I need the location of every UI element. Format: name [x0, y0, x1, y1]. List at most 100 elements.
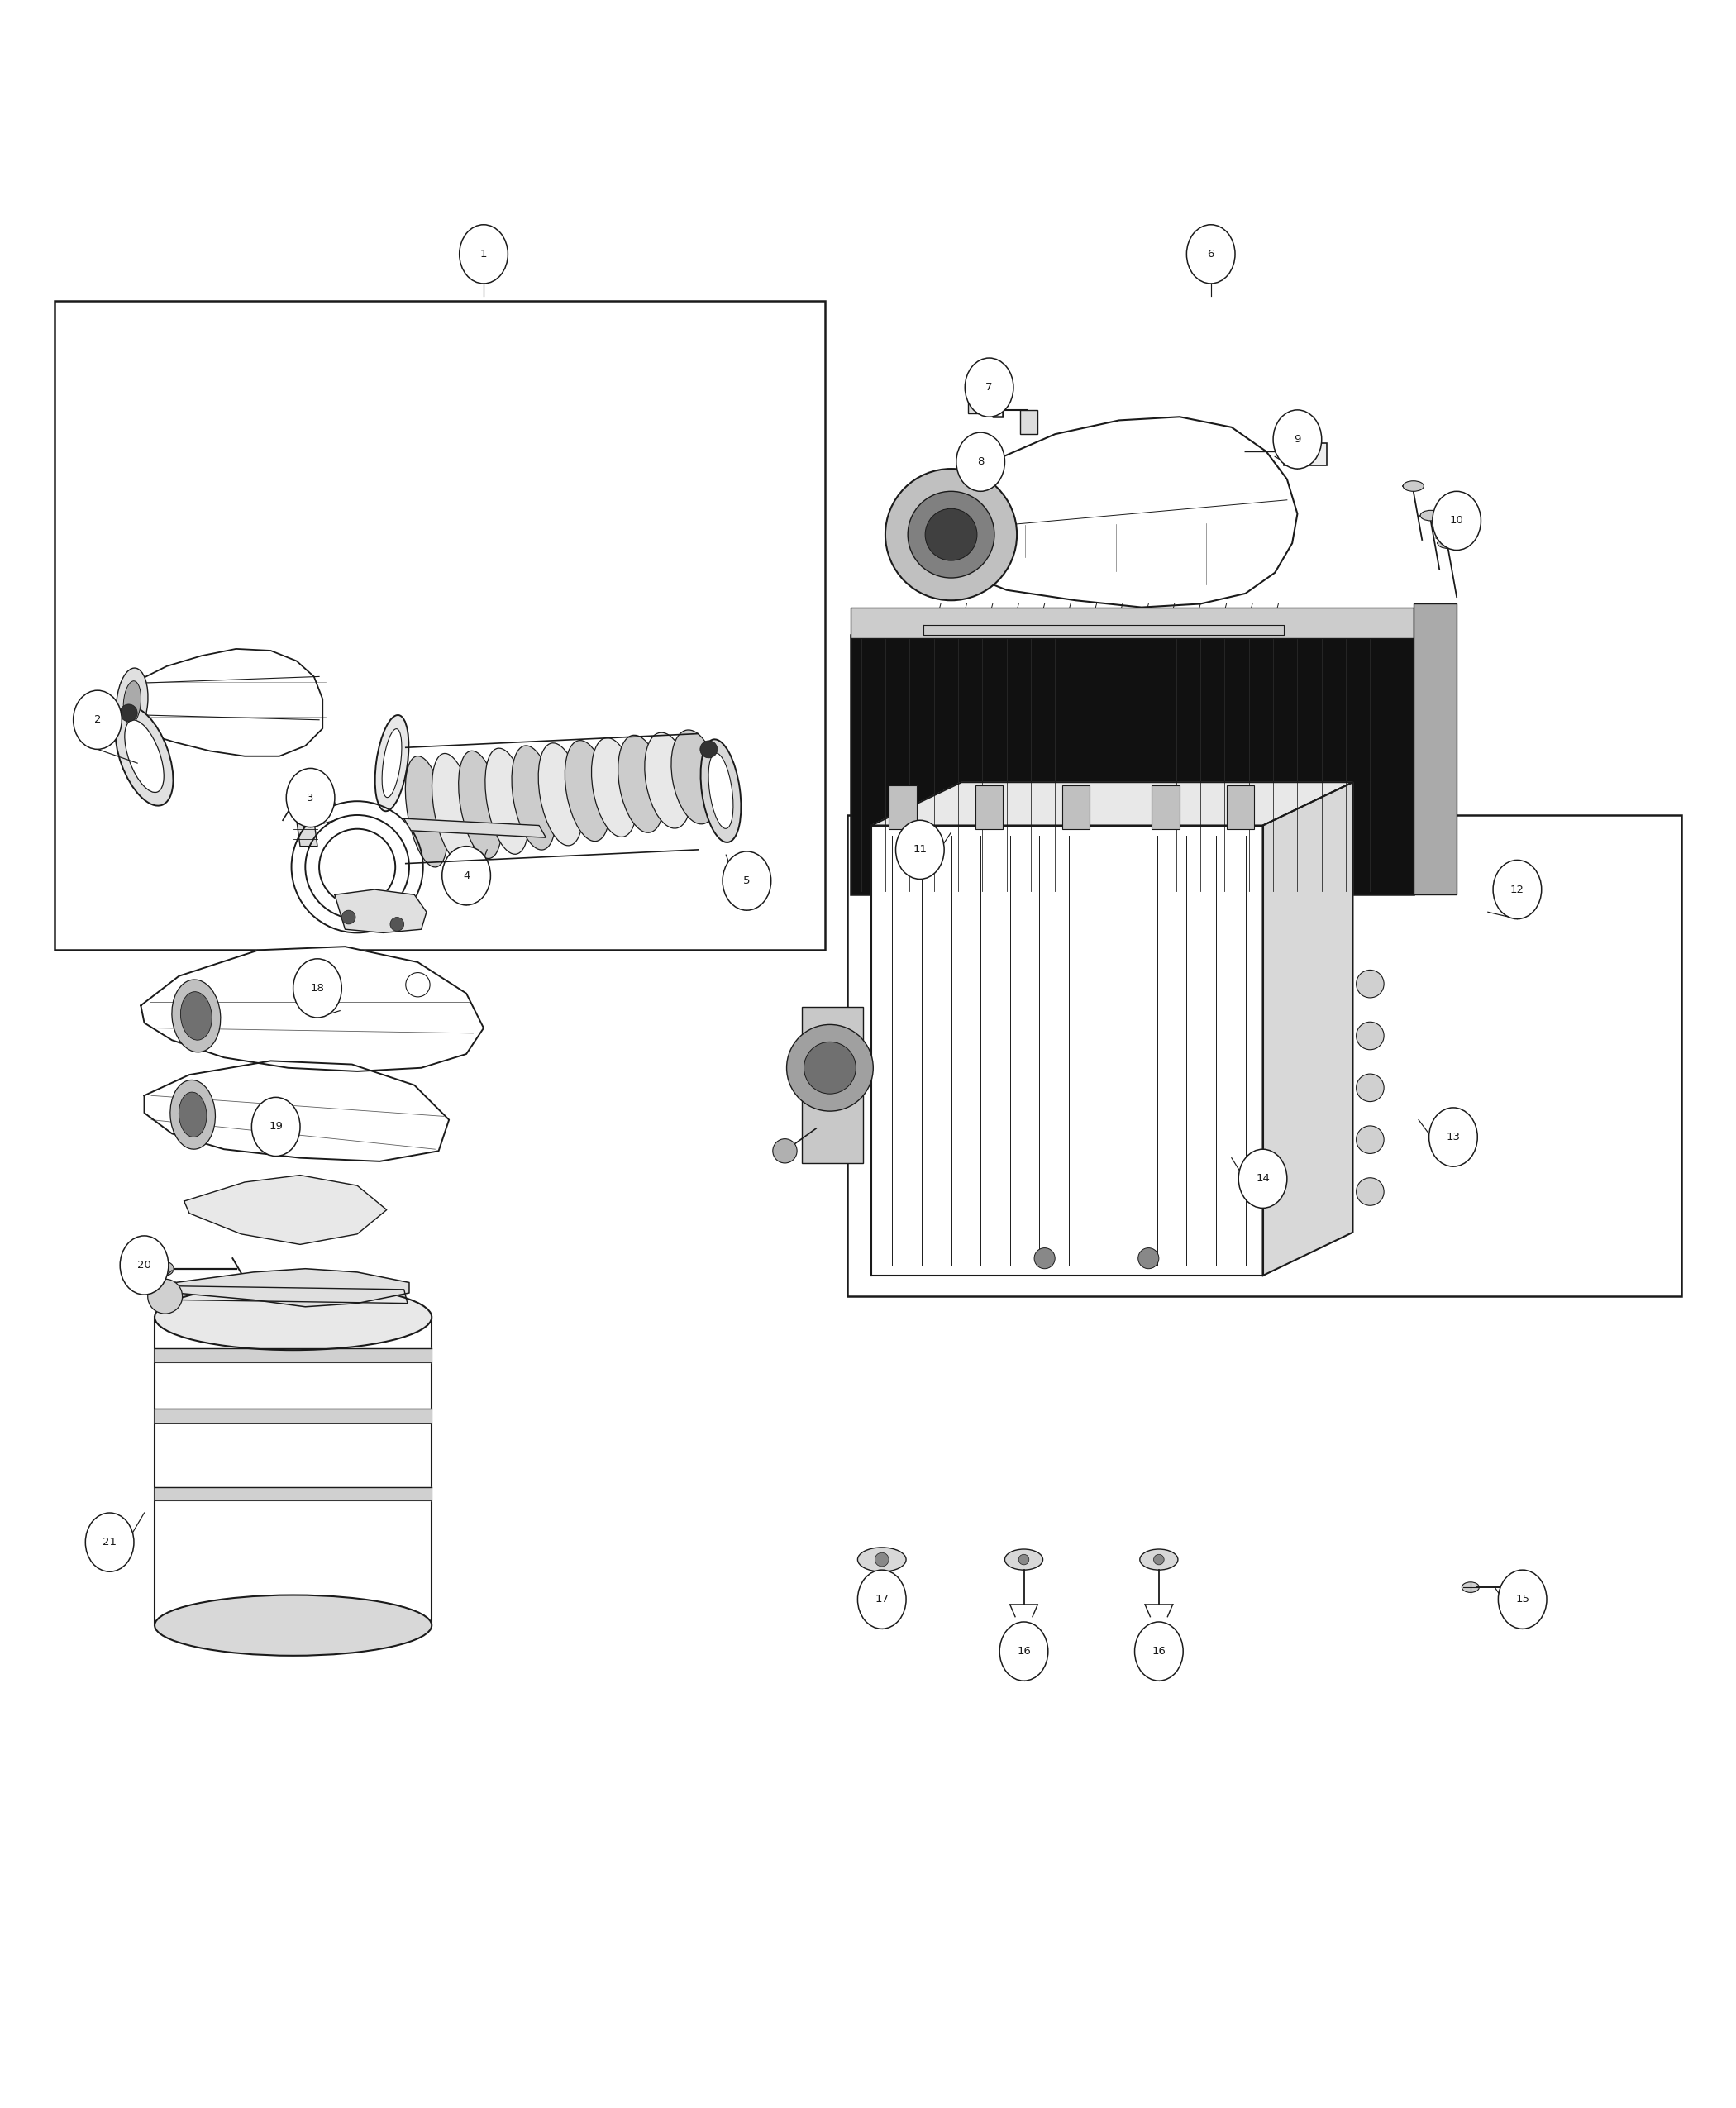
Ellipse shape	[1135, 1621, 1184, 1680]
Circle shape	[1356, 1073, 1384, 1102]
Polygon shape	[155, 1349, 432, 1362]
Text: 17: 17	[875, 1594, 889, 1604]
Ellipse shape	[286, 767, 335, 826]
Ellipse shape	[443, 845, 491, 904]
Circle shape	[1154, 1554, 1165, 1564]
Text: 1: 1	[481, 249, 488, 259]
Ellipse shape	[155, 1284, 432, 1349]
Ellipse shape	[293, 959, 342, 1018]
FancyBboxPatch shape	[1283, 443, 1326, 466]
Ellipse shape	[1493, 860, 1542, 919]
Text: 21: 21	[102, 1537, 116, 1547]
Ellipse shape	[116, 668, 148, 738]
Ellipse shape	[156, 1263, 174, 1275]
Ellipse shape	[1005, 1549, 1043, 1570]
Circle shape	[1356, 1126, 1384, 1153]
Circle shape	[700, 740, 717, 759]
FancyBboxPatch shape	[969, 396, 1000, 413]
Text: 8: 8	[977, 457, 984, 468]
Text: 20: 20	[137, 1261, 151, 1271]
Polygon shape	[934, 417, 1297, 607]
Ellipse shape	[458, 750, 502, 858]
Polygon shape	[144, 1060, 450, 1162]
Ellipse shape	[382, 729, 401, 797]
Ellipse shape	[1462, 1583, 1479, 1592]
Ellipse shape	[1403, 481, 1424, 491]
Ellipse shape	[701, 740, 741, 843]
FancyBboxPatch shape	[847, 816, 1682, 1296]
Ellipse shape	[460, 226, 509, 282]
Text: 18: 18	[311, 982, 325, 993]
Ellipse shape	[170, 1079, 215, 1149]
Text: 12: 12	[1510, 883, 1524, 896]
Circle shape	[1139, 1248, 1160, 1269]
Circle shape	[773, 1138, 797, 1164]
Polygon shape	[924, 624, 1283, 635]
Text: 16: 16	[1153, 1646, 1167, 1657]
Ellipse shape	[1141, 1549, 1179, 1570]
FancyBboxPatch shape	[54, 301, 825, 951]
Ellipse shape	[618, 736, 665, 833]
Ellipse shape	[73, 691, 122, 748]
Polygon shape	[172, 1286, 408, 1303]
Polygon shape	[155, 1408, 432, 1423]
Ellipse shape	[375, 715, 408, 812]
Text: 4: 4	[464, 871, 470, 881]
Text: 14: 14	[1255, 1174, 1269, 1185]
Ellipse shape	[965, 358, 1014, 417]
Circle shape	[908, 491, 995, 578]
Ellipse shape	[538, 742, 583, 845]
Polygon shape	[175, 1269, 410, 1307]
Ellipse shape	[1420, 510, 1441, 521]
Text: 5: 5	[743, 875, 750, 885]
Text: 13: 13	[1446, 1132, 1460, 1143]
Ellipse shape	[896, 820, 944, 879]
Ellipse shape	[858, 1570, 906, 1629]
Ellipse shape	[404, 757, 448, 866]
Circle shape	[804, 1041, 856, 1094]
Text: 2: 2	[94, 715, 101, 725]
Polygon shape	[184, 1174, 387, 1244]
Text: 7: 7	[986, 382, 993, 392]
Circle shape	[148, 1280, 182, 1313]
Ellipse shape	[592, 738, 637, 837]
Circle shape	[1356, 1178, 1384, 1206]
Ellipse shape	[1498, 1570, 1547, 1629]
Ellipse shape	[125, 721, 163, 793]
FancyBboxPatch shape	[851, 635, 1413, 894]
Text: 15: 15	[1516, 1594, 1529, 1604]
Ellipse shape	[155, 1596, 432, 1655]
Ellipse shape	[858, 1547, 906, 1573]
Circle shape	[875, 1554, 889, 1566]
FancyBboxPatch shape	[1021, 409, 1038, 434]
Polygon shape	[155, 1486, 432, 1501]
Circle shape	[342, 911, 356, 923]
FancyBboxPatch shape	[1413, 603, 1457, 894]
FancyBboxPatch shape	[851, 607, 1413, 639]
Circle shape	[1035, 1248, 1055, 1269]
Ellipse shape	[1000, 1621, 1049, 1680]
Ellipse shape	[432, 753, 474, 862]
Polygon shape	[293, 795, 318, 845]
Ellipse shape	[1272, 409, 1321, 468]
Ellipse shape	[1432, 491, 1481, 550]
Circle shape	[1019, 1554, 1029, 1564]
Ellipse shape	[85, 1514, 134, 1573]
Text: 19: 19	[269, 1121, 283, 1132]
Polygon shape	[335, 890, 427, 934]
Text: 6: 6	[1207, 249, 1213, 259]
Text: 11: 11	[913, 845, 927, 856]
Circle shape	[391, 917, 404, 932]
Ellipse shape	[252, 1098, 300, 1155]
Circle shape	[120, 704, 137, 721]
Polygon shape	[1262, 782, 1352, 1275]
Circle shape	[885, 468, 1017, 601]
Ellipse shape	[1437, 538, 1458, 548]
Ellipse shape	[181, 991, 212, 1039]
Circle shape	[1356, 970, 1384, 997]
Ellipse shape	[115, 706, 174, 805]
FancyBboxPatch shape	[1226, 786, 1253, 828]
FancyBboxPatch shape	[1062, 786, 1090, 828]
Ellipse shape	[179, 1092, 207, 1136]
Text: 16: 16	[1017, 1646, 1031, 1657]
